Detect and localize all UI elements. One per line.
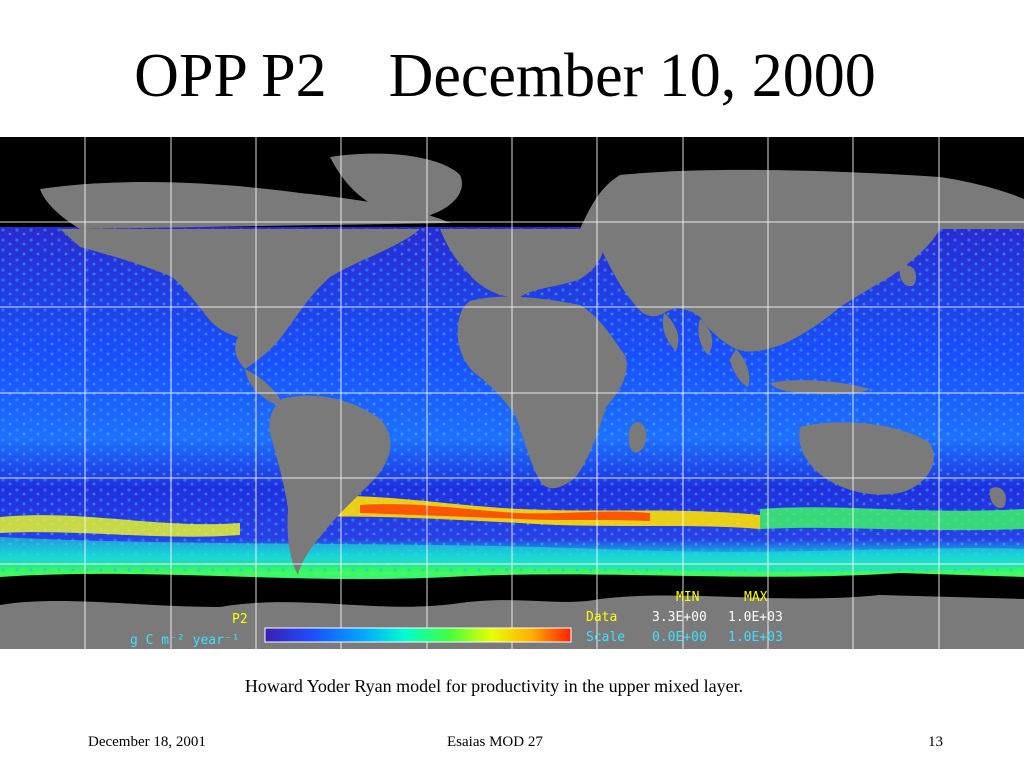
legend-scale-max: 1.0E+03 [728, 630, 783, 645]
madagascar [628, 422, 647, 453]
new-zealand [989, 487, 1006, 508]
page-number: 13 [928, 734, 943, 750]
legend-units: g C m⁻² year⁻¹ [130, 633, 240, 648]
indochina [730, 349, 750, 387]
africa [457, 296, 627, 489]
global-map-svg: P2 g C m⁻² year⁻¹ MIN MAX Data 3.3E+00 1… [0, 137, 1024, 649]
europe [440, 229, 604, 298]
australia [799, 422, 934, 495]
legend-data-label: Data [586, 610, 617, 625]
figure-caption: Howard Yoder Ryan model for productivity… [244, 676, 744, 696]
indonesia [770, 380, 870, 395]
footer-date: December 18, 2001 [88, 734, 206, 750]
antarctica-east [600, 595, 1024, 649]
japan [899, 265, 917, 287]
map-legend: P2 g C m⁻² year⁻¹ MIN MAX Data 3.3E+00 1… [130, 590, 783, 648]
slide-title: OPP P2 December 10, 2000 [134, 42, 876, 110]
arabia [662, 313, 679, 351]
greenland [330, 153, 462, 219]
legend-max-header: MAX [744, 590, 768, 605]
legend-min-header: MIN [676, 590, 699, 605]
central-america [245, 369, 282, 405]
productivity-map: P2 g C m⁻² year⁻¹ MIN MAX Data 3.3E+00 1… [0, 137, 1024, 649]
legend-data-min: 3.3E+00 [652, 610, 707, 625]
footer-center-text: Esaias MOD 27 [447, 734, 543, 750]
south-america [269, 395, 391, 575]
legend-product: P2 [232, 612, 248, 627]
asia [600, 229, 940, 352]
india [698, 319, 713, 355]
north-america [60, 229, 420, 369]
land-masses [0, 153, 1024, 649]
graticule [0, 137, 1024, 649]
legend-scale-label: Scale [586, 630, 625, 645]
arctic-land [40, 182, 450, 229]
siberia [580, 169, 1024, 229]
legend-colorbar [264, 627, 572, 643]
legend-data-max: 1.0E+03 [728, 610, 783, 625]
legend-scale-min: 0.0E+00 [652, 630, 707, 645]
antarctica-far-west [0, 601, 220, 649]
